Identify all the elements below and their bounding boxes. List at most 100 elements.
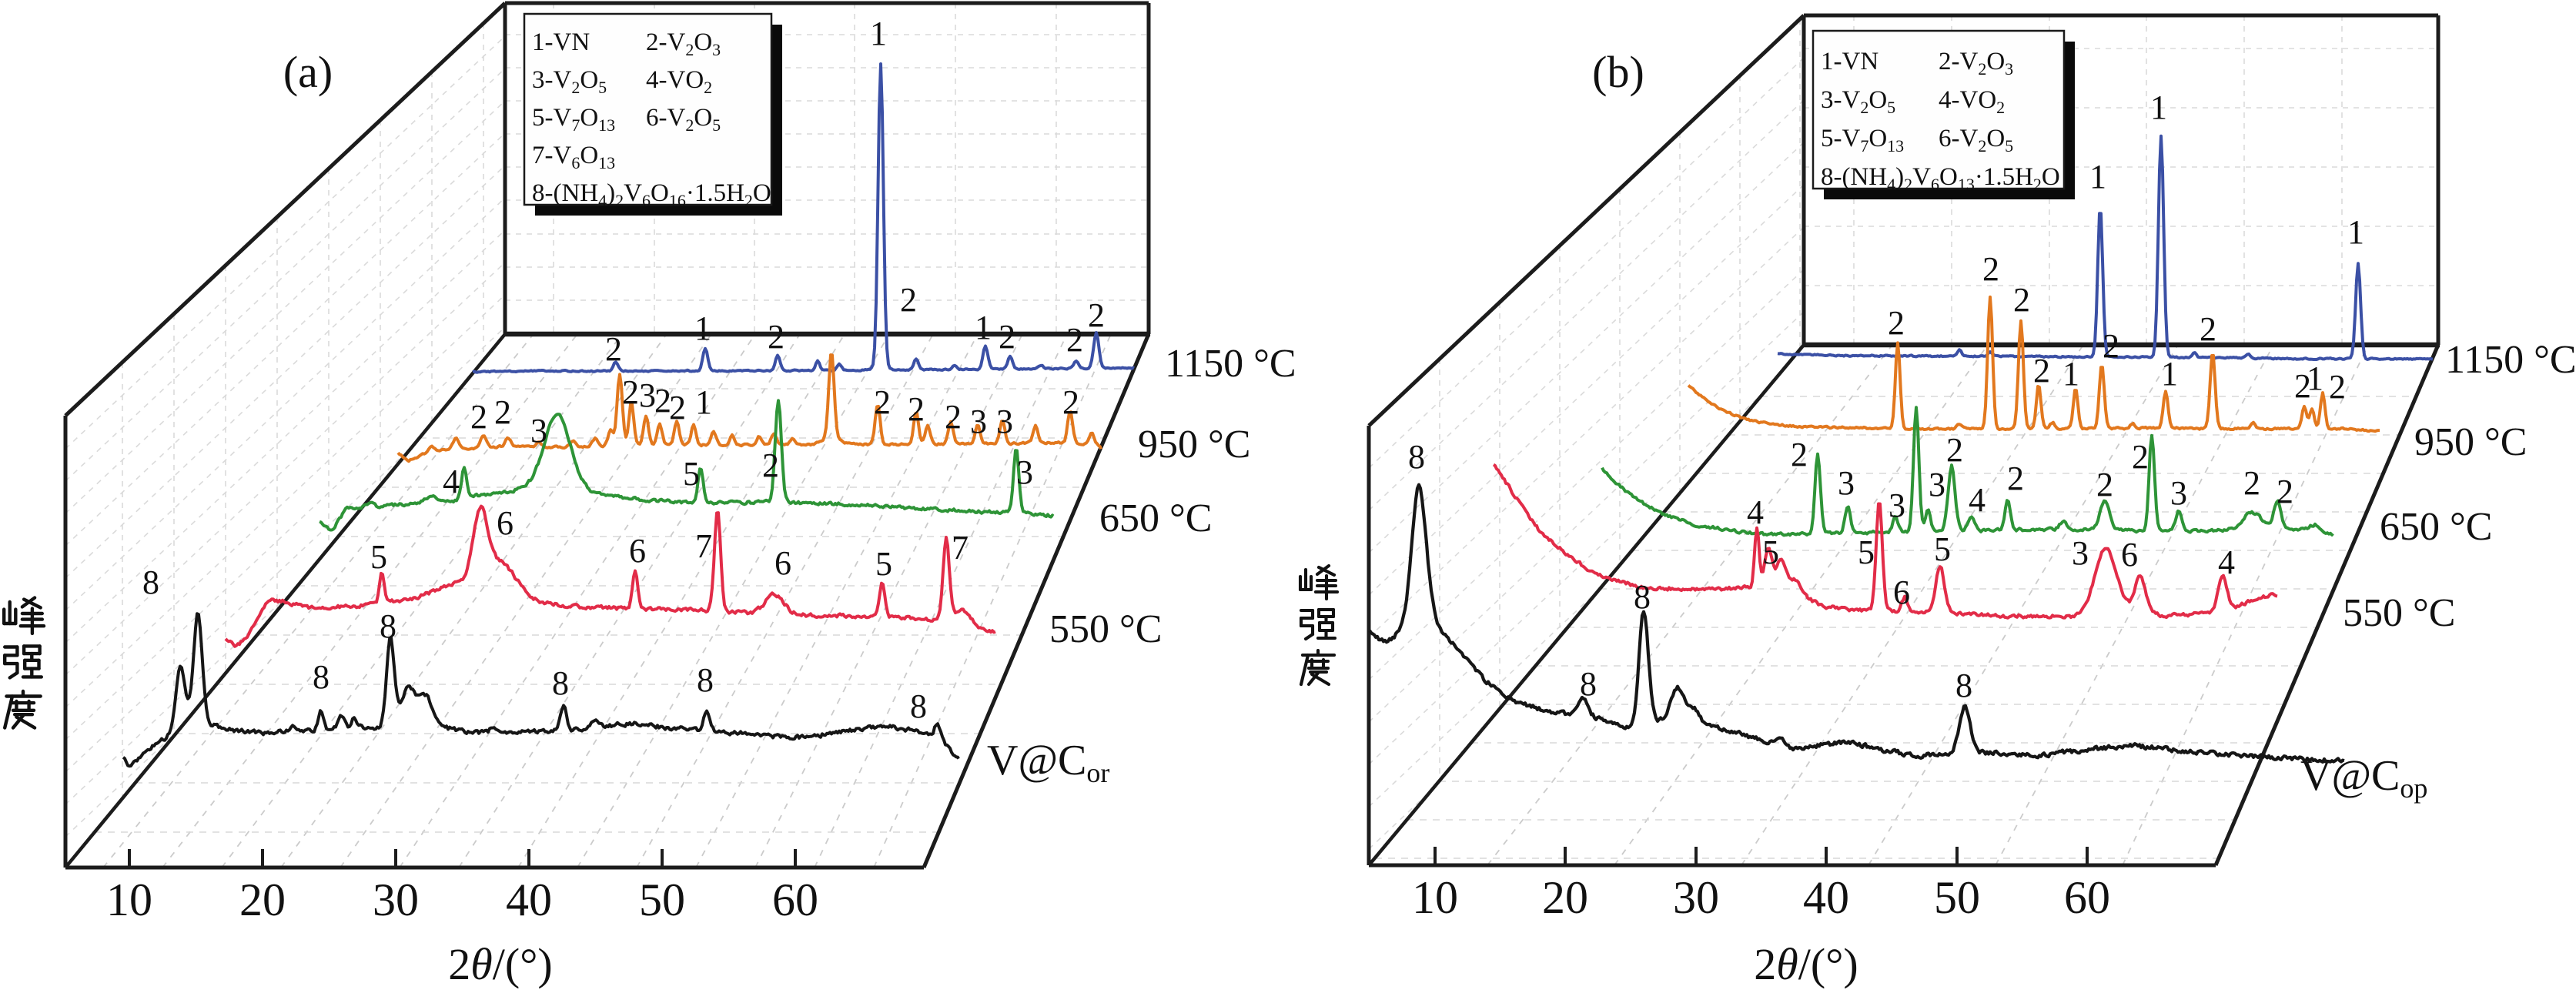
- svg-text:8: 8: [910, 687, 927, 725]
- svg-text:8: 8: [697, 661, 714, 699]
- svg-text:550 °C: 550 °C: [2343, 591, 2455, 635]
- svg-text:8-(NH4)2V6O16·1.5H2O: 8-(NH4)2V6O16·1.5H2O: [532, 179, 771, 210]
- svg-text:8: 8: [1955, 667, 1972, 704]
- svg-text:2: 2: [999, 318, 1015, 356]
- svg-text:5: 5: [1858, 533, 1875, 571]
- svg-text:2: 2: [1946, 431, 1963, 469]
- svg-text:2: 2: [2096, 466, 2113, 503]
- svg-text:4: 4: [443, 463, 460, 500]
- svg-text:5: 5: [683, 455, 700, 493]
- svg-text:2: 2: [622, 373, 639, 411]
- svg-text:3: 3: [2170, 474, 2187, 512]
- svg-text:6: 6: [629, 532, 646, 570]
- svg-text:40: 40: [1803, 872, 1849, 923]
- svg-text:20: 20: [239, 874, 286, 925]
- svg-text:7: 7: [695, 527, 712, 565]
- svg-text:3: 3: [970, 403, 987, 440]
- svg-text:1150 °C: 1150 °C: [1165, 342, 1296, 386]
- svg-text:8: 8: [1408, 438, 1425, 476]
- svg-text:2: 2: [654, 382, 671, 420]
- svg-text:1: 1: [695, 383, 712, 421]
- svg-text:50: 50: [639, 874, 685, 925]
- svg-text:3: 3: [996, 403, 1013, 440]
- svg-text:8: 8: [313, 658, 330, 696]
- svg-text:(a): (a): [283, 47, 333, 97]
- svg-text:1150 °C: 1150 °C: [2445, 338, 2576, 382]
- svg-text:6: 6: [774, 544, 791, 582]
- svg-text:20: 20: [1542, 872, 1588, 923]
- svg-text:2: 2: [494, 393, 511, 431]
- svg-text:6-V2O5: 6-V2O5: [646, 104, 721, 135]
- svg-text:50: 50: [1934, 872, 1980, 923]
- svg-text:3: 3: [530, 412, 547, 450]
- svg-text:2: 2: [2103, 327, 2119, 365]
- svg-text:2: 2: [1982, 250, 1999, 288]
- svg-text:6-V2O5: 6-V2O5: [1939, 125, 2013, 155]
- svg-text:2: 2: [1066, 321, 1083, 359]
- svg-text:3: 3: [1016, 453, 1033, 491]
- svg-text:2: 2: [2013, 281, 2030, 319]
- svg-text:60: 60: [2064, 872, 2110, 923]
- svg-text:10: 10: [106, 874, 152, 925]
- svg-text:2: 2: [2132, 438, 2149, 476]
- svg-text:650 °C: 650 °C: [1099, 496, 1212, 540]
- svg-text:3: 3: [1929, 466, 1945, 503]
- svg-text:60: 60: [772, 874, 818, 925]
- svg-text:3-V2O5: 3-V2O5: [1821, 86, 1895, 117]
- svg-text:8: 8: [380, 607, 396, 645]
- svg-text:3: 3: [2072, 534, 2089, 572]
- svg-text:2: 2: [2243, 464, 2260, 502]
- svg-text:1: 1: [2307, 359, 2323, 397]
- svg-text:2: 2: [2294, 367, 2311, 405]
- svg-text:2-V2O3: 2-V2O3: [1939, 48, 2013, 79]
- svg-text:30: 30: [373, 874, 419, 925]
- svg-text:1: 1: [2150, 89, 2167, 126]
- svg-text:7: 7: [952, 529, 969, 567]
- svg-text:950 °C: 950 °C: [2414, 420, 2527, 464]
- svg-text:2-V2O3: 2-V2O3: [646, 28, 721, 59]
- svg-text:30: 30: [1673, 872, 1719, 923]
- svg-text:4-VO2: 4-VO2: [646, 66, 712, 97]
- svg-text:1: 1: [2089, 158, 2106, 196]
- svg-text:5: 5: [875, 545, 892, 583]
- svg-text:4: 4: [1747, 493, 1764, 531]
- svg-text:1: 1: [2062, 355, 2079, 393]
- svg-text:(b): (b): [1592, 47, 1644, 97]
- svg-text:2: 2: [900, 281, 917, 319]
- svg-text:1: 1: [870, 15, 887, 52]
- svg-text:1-VN: 1-VN: [532, 28, 590, 56]
- svg-text:2: 2: [2007, 460, 2024, 497]
- svg-text:1-VN: 1-VN: [1821, 48, 1878, 75]
- svg-text:2: 2: [874, 383, 891, 421]
- svg-text:4: 4: [1969, 481, 1986, 519]
- svg-text:2: 2: [605, 330, 622, 368]
- svg-text:950 °C: 950 °C: [1138, 423, 1250, 466]
- svg-text:3: 3: [1838, 464, 1855, 502]
- svg-text:550 °C: 550 °C: [1049, 607, 1162, 651]
- svg-text:1: 1: [694, 309, 711, 347]
- svg-text:2: 2: [669, 389, 686, 426]
- svg-text:2: 2: [762, 446, 779, 484]
- svg-text:2: 2: [1062, 383, 1079, 421]
- svg-text:1: 1: [2347, 213, 2364, 251]
- svg-text:2: 2: [470, 398, 487, 436]
- svg-text:2: 2: [2277, 473, 2293, 510]
- svg-text:3: 3: [639, 376, 656, 414]
- svg-text:650 °C: 650 °C: [2380, 505, 2492, 549]
- svg-text:1: 1: [975, 309, 992, 346]
- svg-text:2θ/(°): 2θ/(°): [1754, 939, 1858, 989]
- svg-text:8-(NH4)2V6O13·1.5H2O: 8-(NH4)2V6O13·1.5H2O: [1821, 163, 2060, 194]
- svg-text:6: 6: [497, 504, 514, 542]
- svg-text:3-V2O5: 3-V2O5: [532, 66, 607, 97]
- svg-text:6: 6: [1893, 573, 1910, 611]
- svg-text:40: 40: [506, 874, 552, 925]
- svg-text:8: 8: [552, 664, 569, 702]
- svg-text:8: 8: [142, 563, 159, 601]
- svg-text:8: 8: [1634, 578, 1651, 616]
- svg-text:6: 6: [2121, 536, 2138, 573]
- svg-text:1: 1: [2161, 355, 2178, 393]
- svg-text:2: 2: [2033, 352, 2050, 390]
- svg-text:10: 10: [1412, 872, 1458, 923]
- svg-text:3: 3: [1889, 486, 1905, 524]
- svg-text:2: 2: [908, 390, 925, 428]
